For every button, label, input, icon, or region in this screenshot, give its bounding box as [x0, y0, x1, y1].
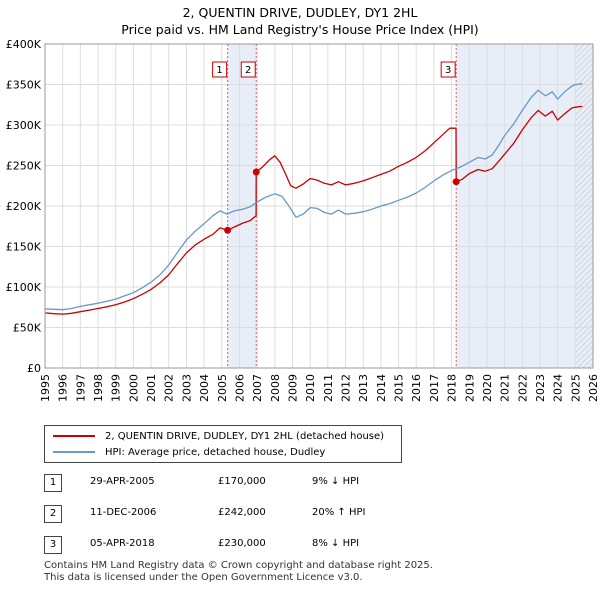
x-tick-label: 2010 — [304, 374, 317, 402]
x-tick-label: 2025 — [569, 374, 582, 402]
y-tick-label: £0 — [27, 362, 41, 375]
legend-label-property: 2, QUENTIN DRIVE, DUDLEY, DY1 2HL (detac… — [105, 430, 385, 442]
x-tick-label: 2020 — [481, 374, 494, 402]
x-tick-label: 2017 — [428, 374, 441, 402]
x-tick-label: 1997 — [74, 374, 87, 402]
transaction-price: £242,000 — [218, 507, 266, 518]
series-line-hpi — [44, 83, 583, 311]
x-tick-label: 2000 — [127, 374, 140, 402]
y-tick-label: £100K — [6, 281, 42, 294]
chart-subtitle: Price paid vs. HM Land Registry's House … — [121, 22, 479, 37]
chart-title-block: 2, QUENTIN DRIVE, DUDLEY, DY1 2HL Price … — [0, 4, 600, 38]
x-tick-label: 2001 — [145, 374, 158, 402]
y-tick-label: £250K — [6, 160, 42, 173]
sale-point — [452, 178, 460, 186]
x-tick-label: 1995 — [39, 374, 52, 402]
x-tick-label: 2024 — [552, 374, 565, 402]
x-tick-label: 2008 — [269, 374, 282, 402]
marker-label-box — [240, 61, 256, 78]
footer-line-2: This data is licensed under the Open Gov… — [44, 572, 363, 583]
transaction-row-1: 1 29-APR-2005 £170,000 9% ↓ HPI — [44, 474, 464, 492]
x-tick-label: 2006 — [233, 374, 246, 402]
transaction-date: 29-APR-2005 — [90, 476, 155, 487]
x-tick-label: 1996 — [57, 374, 70, 402]
transaction-number: 2 — [44, 505, 62, 523]
transaction-price: £230,000 — [218, 538, 266, 549]
y-tick-label: £50K — [13, 322, 42, 335]
legend-item-hpi: HPI: Average price, detached house, Dudl… — [45, 444, 325, 460]
plot-border — [44, 43, 594, 369]
legend-item-property: 2, QUENTIN DRIVE, DUDLEY, DY1 2HL (detac… — [45, 428, 384, 444]
x-tick-label: 2015 — [393, 374, 406, 402]
transaction-hpi: 9% ↓ HPI — [312, 476, 360, 487]
x-tick-label: 2023 — [534, 374, 547, 402]
y-tick-label: £150K — [6, 241, 42, 254]
x-tick-label: 2012 — [340, 374, 353, 402]
x-tick-label: 2003 — [180, 374, 193, 402]
series-line-property — [44, 105, 583, 315]
transaction-row-3: 3 05-APR-2018 £230,000 8% ↓ HPI — [44, 536, 464, 554]
marker-label-box — [212, 61, 228, 78]
sale-point — [252, 168, 260, 176]
transaction-number: 3 — [44, 536, 62, 554]
y-tick-label: £300K — [6, 119, 42, 132]
price-chart: £0 £50K £100K £150K £200K £250K £300K £350K £400… — [6, 38, 600, 402]
y-tick-label: £200K — [6, 200, 42, 213]
x-tick-label: 2016 — [410, 374, 423, 402]
legend-swatch-property — [53, 435, 95, 437]
transaction-hpi: 20% ↑ HPI — [312, 507, 366, 518]
legend: 2, QUENTIN DRIVE, DUDLEY, DY1 2HL (detac… — [44, 425, 402, 463]
transaction-date: 11-DEC-2006 — [90, 507, 157, 518]
legend-label-hpi: HPI: Average price, detached house, Dudl… — [105, 446, 326, 458]
legend-swatch-hpi — [53, 451, 95, 453]
sale-point — [224, 226, 232, 234]
transaction-price: £170,000 — [218, 476, 266, 487]
x-tick-label: 2005 — [216, 374, 229, 402]
x-tick-label: 1999 — [110, 374, 123, 402]
x-tick-label: 2014 — [375, 374, 388, 402]
marker-label-box — [440, 61, 456, 78]
x-tick-label: 2011 — [322, 374, 335, 402]
x-tick-label: 2009 — [286, 374, 299, 402]
transaction-date: 05-APR-2018 — [90, 538, 155, 549]
x-tick-label: 2018 — [446, 374, 459, 402]
y-tick-label: £350K — [6, 79, 42, 92]
x-tick-label: 2004 — [198, 374, 211, 402]
marker-label: 2 — [245, 65, 251, 76]
x-tick-label: 2022 — [516, 374, 529, 402]
transaction-hpi: 8% ↓ HPI — [312, 538, 360, 549]
x-tick-label: 2026 — [587, 374, 600, 402]
x-tick-label: 1998 — [92, 374, 105, 402]
marker-label: 1 — [216, 65, 222, 76]
y-tick-label: £400K — [6, 38, 42, 51]
marker-label: 3 — [445, 65, 451, 76]
footer: Contains HM Land Registry data © Crown c… — [44, 560, 433, 584]
x-tick-label: 2002 — [163, 374, 176, 402]
x-tick-label: 2013 — [357, 374, 370, 402]
footer-line-1: Contains HM Land Registry data © Crown c… — [44, 560, 433, 571]
x-tick-label: 2007 — [251, 374, 264, 402]
x-tick-label: 2021 — [499, 374, 512, 402]
transaction-number: 1 — [44, 474, 62, 492]
chart-title: 2, QUENTIN DRIVE, DUDLEY, DY1 2HL — [182, 5, 418, 20]
x-tick-label: 2019 — [463, 374, 476, 402]
transaction-row-2: 2 11-DEC-2006 £242,000 20% ↑ HPI — [44, 505, 464, 523]
